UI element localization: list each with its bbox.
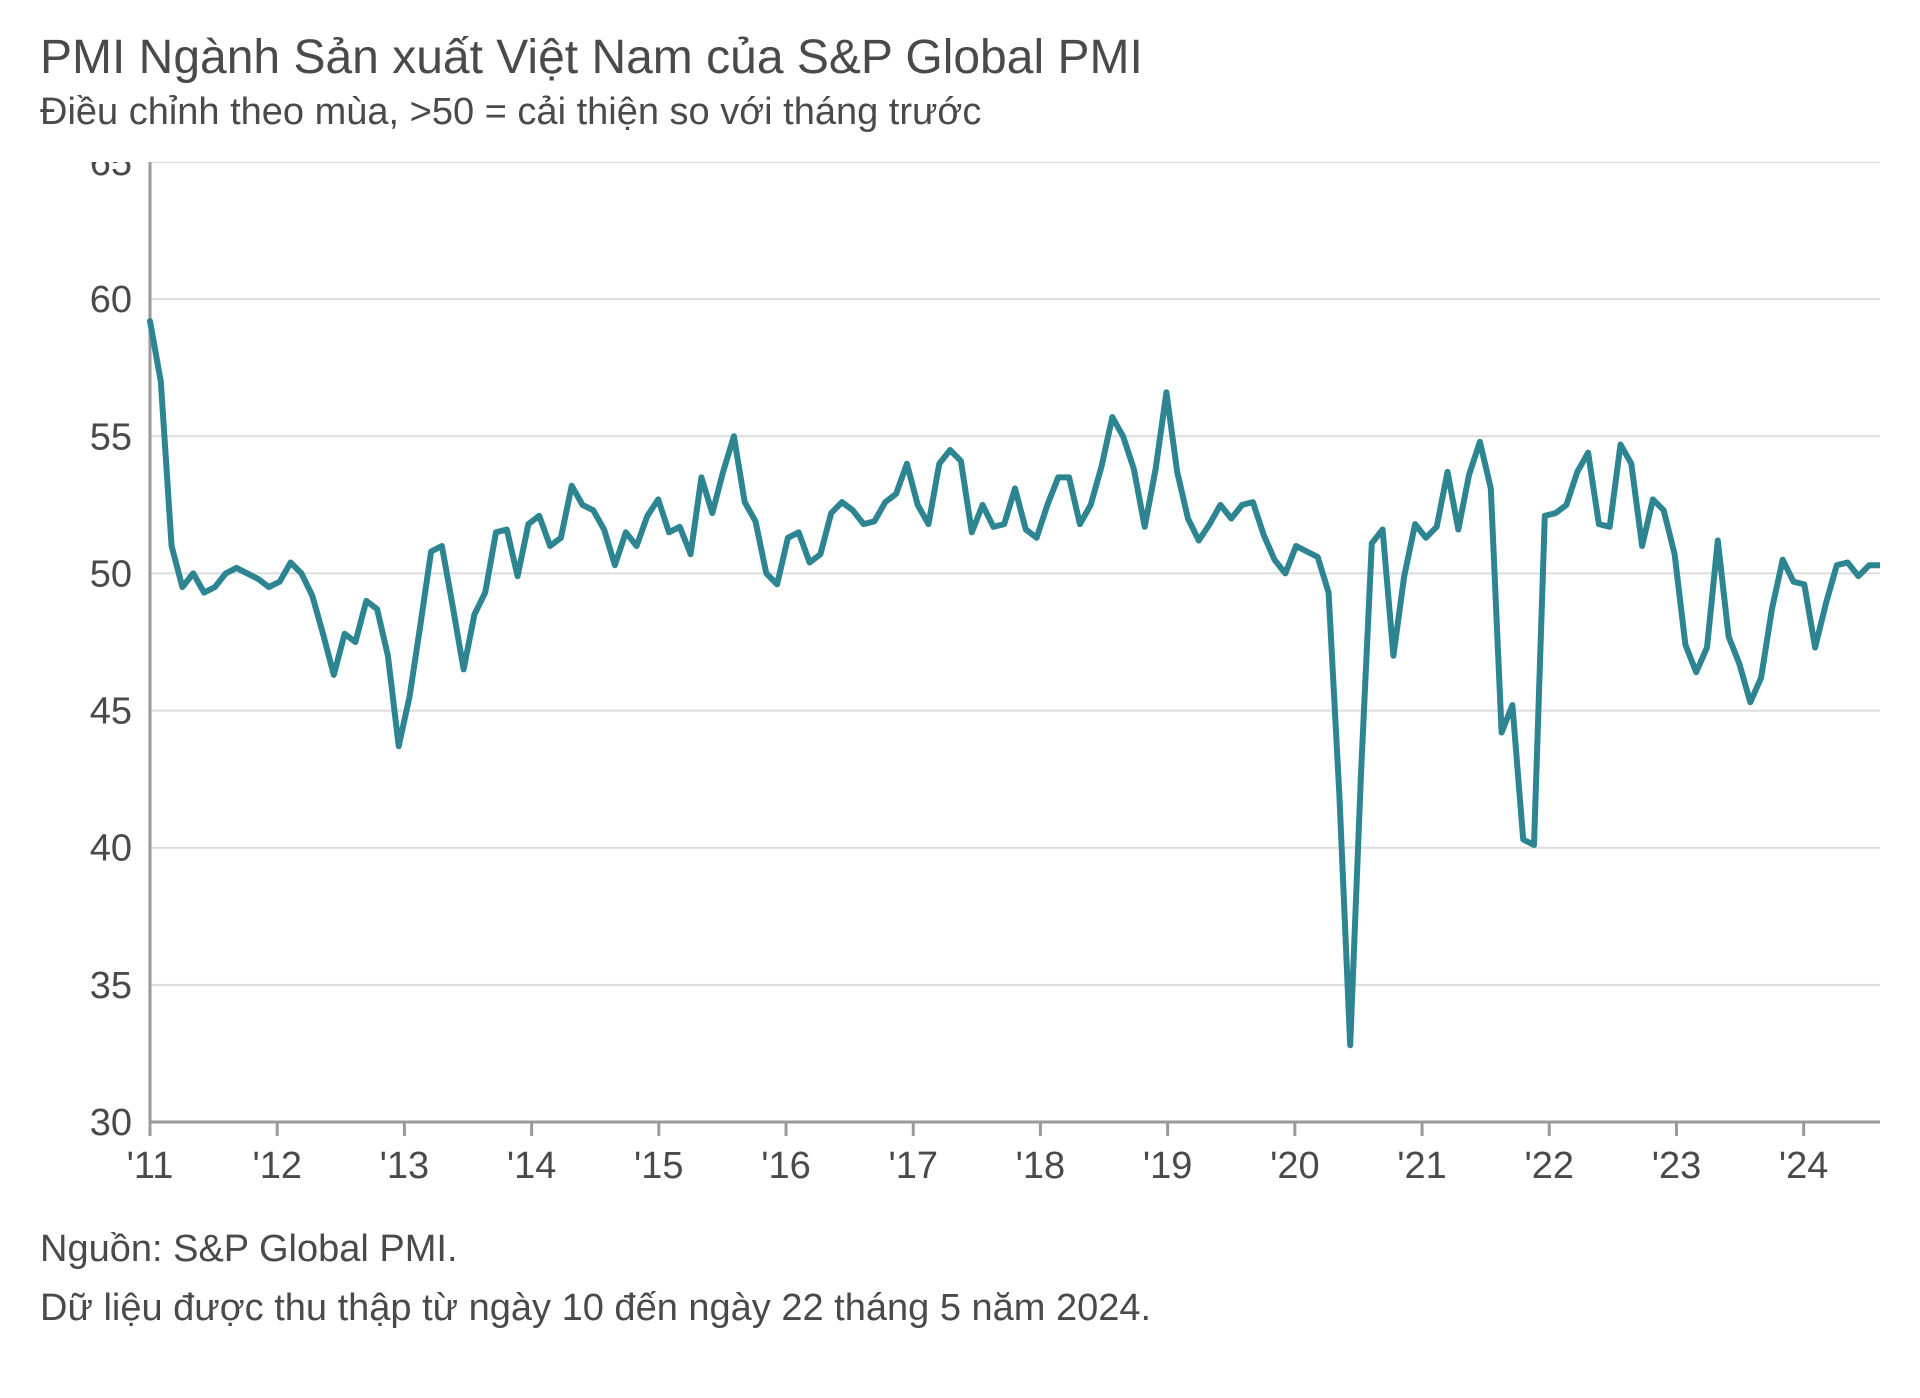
svg-text:'20: '20 [1270, 1145, 1320, 1187]
svg-text:'24: '24 [1779, 1145, 1829, 1187]
svg-text:'23: '23 [1652, 1145, 1702, 1187]
svg-text:65: 65 [90, 162, 132, 184]
svg-text:'19: '19 [1143, 1145, 1193, 1187]
chart-subtitle: Điều chỉnh theo mùa, >50 = cải thiện so … [40, 91, 1880, 134]
svg-text:'14: '14 [507, 1145, 557, 1187]
svg-text:35: 35 [90, 965, 132, 1007]
data-note: Dữ liệu được thu thập từ ngày 10 đến ngà… [40, 1279, 1880, 1338]
svg-text:45: 45 [90, 691, 132, 733]
svg-text:'21: '21 [1397, 1145, 1447, 1187]
chart-title: PMI Ngành Sản xuất Việt Nam của S&P Glob… [40, 30, 1880, 85]
svg-text:55: 55 [90, 416, 132, 458]
svg-text:'22: '22 [1524, 1145, 1574, 1187]
svg-text:'12: '12 [252, 1145, 302, 1187]
svg-text:30: 30 [90, 1102, 132, 1144]
pmi-line-chart: 30 35 40 45 50 55 60 65 '11 '12 '13 '14 '15 '16 '17 '18… [40, 162, 1880, 1192]
svg-text:'18: '18 [1016, 1145, 1066, 1187]
svg-text:'17: '17 [888, 1145, 938, 1187]
source-label: Nguồn: S&P Global PMI. [40, 1220, 1880, 1279]
svg-text:'15: '15 [634, 1145, 684, 1187]
svg-text:50: 50 [90, 553, 132, 595]
chart-svg: 30 35 40 45 50 55 60 65 '11 '12 '13 '14 '15 '16 '17 '18… [40, 162, 1880, 1192]
svg-text:'13: '13 [380, 1145, 430, 1187]
svg-text:'16: '16 [761, 1145, 811, 1187]
svg-text:40: 40 [90, 828, 132, 870]
svg-text:'11: '11 [127, 1145, 174, 1187]
svg-text:60: 60 [90, 279, 132, 321]
